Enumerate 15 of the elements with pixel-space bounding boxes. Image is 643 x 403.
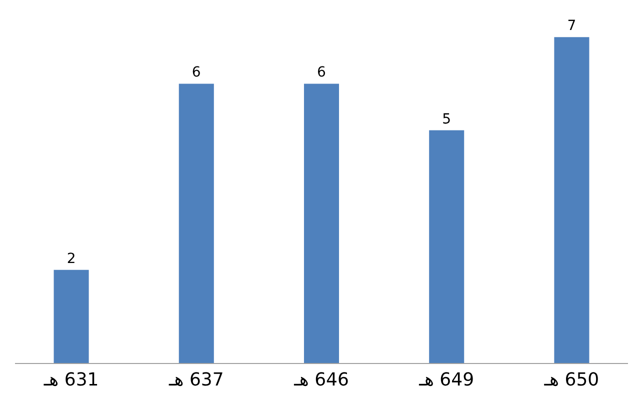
bar xyxy=(429,130,464,363)
data-label: 5 xyxy=(442,111,452,128)
data-label: 2 xyxy=(66,250,76,267)
bar xyxy=(304,84,340,363)
bar xyxy=(54,270,89,363)
data-label: 7 xyxy=(567,18,576,34)
x-tick-label: 649 هـ xyxy=(418,370,474,391)
x-tick-label: 646 هـ xyxy=(293,370,349,391)
x-tick-label: 637 هـ xyxy=(168,370,224,391)
bar xyxy=(178,84,214,363)
data-label: 6 xyxy=(317,64,326,81)
data-label: 6 xyxy=(192,64,201,81)
bar xyxy=(554,37,590,363)
x-tick-label: 631 هـ xyxy=(42,370,99,391)
x-tick-label: 650 هـ xyxy=(543,370,600,391)
